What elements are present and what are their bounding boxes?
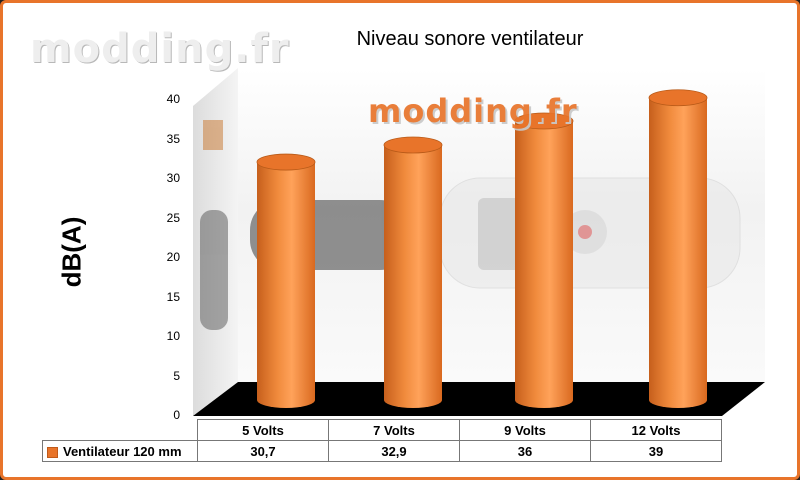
watermark-center: modding.fr bbox=[368, 92, 578, 130]
bar-top bbox=[648, 89, 708, 107]
data-table: 5 Volts 7 Volts 9 Volts 12 Volts Ventila… bbox=[42, 419, 722, 462]
bar-body bbox=[515, 121, 573, 408]
legend-entry: Ventilateur 120 mm bbox=[42, 440, 198, 462]
y-tick-label: 30 bbox=[166, 171, 180, 185]
legend-series-name: Ventilateur 120 mm bbox=[63, 443, 182, 459]
chart-title: Niveau sonore ventilateur bbox=[356, 28, 584, 50]
y-tick-label: 35 bbox=[166, 131, 180, 146]
bar-top bbox=[383, 136, 443, 154]
bar-body bbox=[649, 97, 707, 408]
chart-floor bbox=[193, 382, 765, 416]
bar-body bbox=[384, 145, 442, 408]
watermark-logo: modding.fr bbox=[30, 26, 290, 72]
table-value-1: 30,7 bbox=[197, 440, 329, 462]
table-header-row: 5 Volts 7 Volts 9 Volts 12 Volts bbox=[42, 419, 722, 441]
side-wall-photo bbox=[200, 120, 228, 330]
bars-group bbox=[256, 89, 708, 408]
table-value-3: 36 bbox=[459, 440, 591, 462]
bar-body bbox=[257, 162, 315, 408]
bar-top bbox=[256, 153, 316, 171]
y-tick-label: 40 bbox=[166, 92, 180, 106]
bar-4 bbox=[648, 89, 708, 408]
bar-1 bbox=[256, 153, 316, 408]
y-axis-label: dB(A) bbox=[56, 216, 87, 288]
table-value-2: 32,9 bbox=[328, 440, 460, 462]
y-tick-label: 20 bbox=[166, 250, 180, 264]
bar-2 bbox=[383, 136, 443, 408]
y-tick-label: 15 bbox=[166, 289, 180, 304]
y-tick-label: 5 bbox=[173, 368, 180, 383]
bar-3 bbox=[514, 112, 574, 408]
table-value-4: 39 bbox=[590, 440, 722, 462]
table-corner bbox=[42, 419, 198, 441]
table-category-1: 5 Volts bbox=[197, 419, 329, 441]
y-tick-label: 10 bbox=[166, 329, 180, 343]
bar-top bbox=[514, 112, 574, 130]
y-tick-label: 25 bbox=[166, 210, 180, 225]
legend-swatch bbox=[47, 446, 58, 458]
table-category-4: 12 Volts bbox=[590, 419, 722, 441]
table-category-2: 7 Volts bbox=[328, 419, 460, 441]
table-row: Ventilateur 120 mm 30,7 32,9 36 39 bbox=[42, 440, 722, 462]
table-category-3: 9 Volts bbox=[459, 419, 591, 441]
y-tick-label: 0 bbox=[173, 408, 180, 422]
